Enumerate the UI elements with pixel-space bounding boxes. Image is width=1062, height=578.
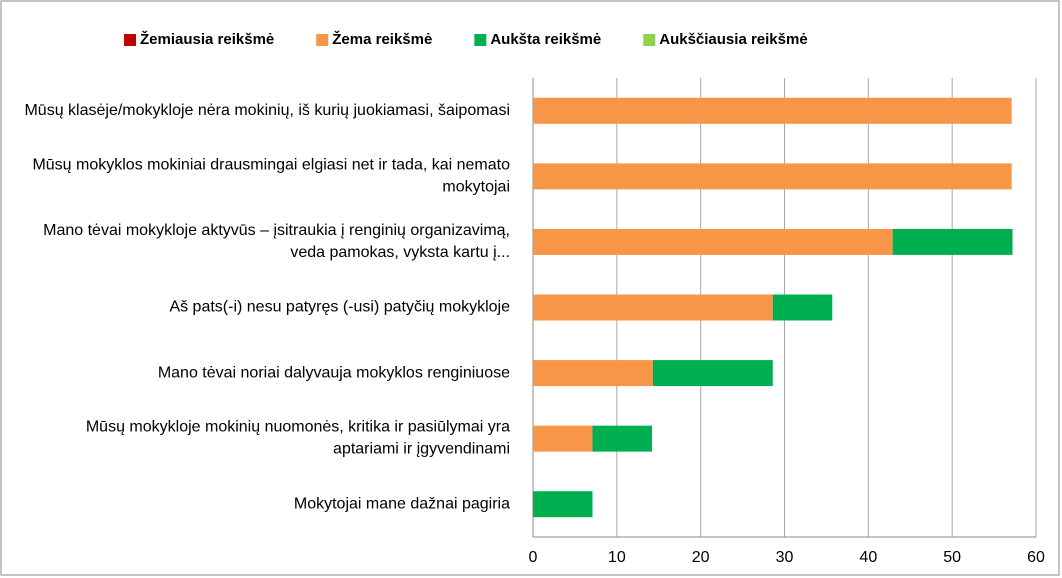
legend-swatch: [124, 34, 136, 46]
x-tick-label: 0: [529, 549, 538, 566]
category-label: Mokytojai mane dažnai pagiria: [294, 495, 510, 512]
bar-segment: [533, 97, 1012, 124]
category-label: Aš pats(-i) nesu patyręs (-usi) patyčių …: [169, 299, 510, 316]
bar-segment: [533, 491, 593, 518]
bar-segment: [533, 294, 773, 321]
bar-segment: [652, 360, 773, 387]
legend-label: Žemiausia reikšmė: [140, 30, 274, 48]
x-tick-label: 20: [692, 549, 710, 566]
bar-segment: [892, 228, 1013, 255]
bar-segment: [533, 163, 1012, 190]
x-tick-label: 50: [943, 549, 961, 566]
category-label: Mano tėvai mokykloje aktyvūs – įsitrauki…: [43, 222, 510, 261]
legend-label: Aukšta reikšmė: [490, 31, 601, 48]
category-label: Mano tėvai noriai dalyvauja mokyklos ren…: [158, 364, 510, 381]
legend-label: Aukščiausia reikšmė: [659, 31, 807, 48]
bar-segment: [533, 360, 653, 387]
category-label: Mūsų klasėje/mokykloje nėra mokinių, iš …: [24, 102, 510, 119]
bar-segment: [533, 425, 593, 452]
legend-label: Žema reikšmė: [332, 30, 432, 48]
x-tick-label: 40: [859, 549, 877, 566]
legend-swatch: [316, 34, 329, 46]
legend-swatch: [474, 34, 487, 46]
bar-segment: [592, 425, 653, 452]
x-tick-label: 10: [608, 549, 626, 566]
category-label: Mūsų mokyklos mokiniai drausmingai elgia…: [32, 157, 510, 196]
x-tick-label: 30: [776, 549, 794, 566]
category-label: Mūsų mokykloje mokinių nuomonės, kritika…: [86, 419, 510, 458]
bar-segment: [772, 294, 833, 321]
legend-swatch: [643, 34, 656, 46]
x-tick-label: 60: [1027, 549, 1045, 566]
bar-segment: [533, 228, 893, 255]
